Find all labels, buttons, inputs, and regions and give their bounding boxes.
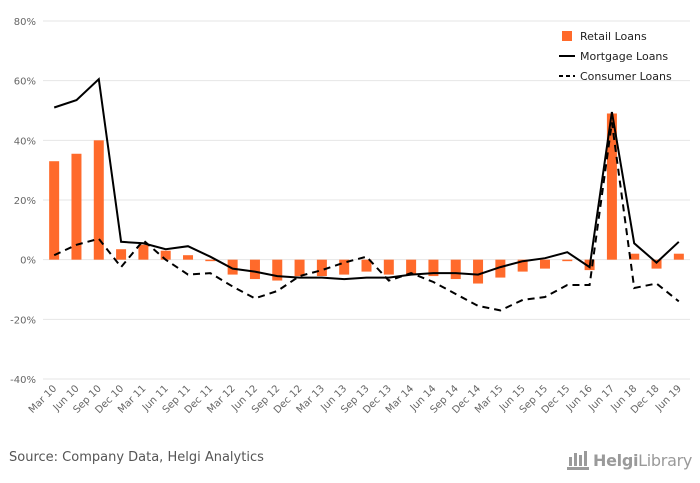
y-tick-label: -40% xyxy=(10,375,36,386)
retail-loans-bar xyxy=(49,161,60,260)
retail-loans-bar xyxy=(249,259,260,280)
y-tick-label: 20% xyxy=(14,196,36,207)
retail-loans-bar xyxy=(428,259,439,277)
bar-chart-hand-icon xyxy=(567,451,589,470)
source-note: Source: Company Data, Helgi Analytics xyxy=(9,450,264,465)
retail-loans-bar xyxy=(316,259,327,277)
retail-loans-bar xyxy=(606,113,617,260)
retail-loans-bar xyxy=(272,259,283,281)
x-tick-label: Mar 10 xyxy=(27,383,59,415)
retail-loans-bar xyxy=(673,253,684,260)
brand-name: HelgiLibrary xyxy=(593,451,692,470)
consumer-loans-line xyxy=(53,122,680,312)
legend: Retail Loans Mortgage Loans Consumer Loans xyxy=(559,30,672,83)
retail-loans-bar xyxy=(205,259,216,262)
legend-swatch-bar xyxy=(562,31,572,41)
y-axis-ticks: 80% 60% 40% 20% 0% -20% -40% xyxy=(10,17,36,386)
retail-loans-bar xyxy=(539,259,550,269)
retail-loans-bar xyxy=(294,259,305,277)
retail-loans-bar xyxy=(227,259,238,275)
series-lines xyxy=(53,77,680,312)
retail-loans-bar xyxy=(629,253,640,260)
retail-loans-bar xyxy=(160,250,171,260)
retail-loans-bar xyxy=(361,259,372,272)
retail-loans-bar xyxy=(450,259,461,280)
y-tick-label: -20% xyxy=(10,315,36,326)
retail-loans-bar xyxy=(517,259,528,272)
retail-loans-bar xyxy=(651,259,662,269)
y-tick-label: 40% xyxy=(14,136,36,147)
brand-logo: HelgiLibrary xyxy=(566,448,692,472)
retail-loans-bar xyxy=(383,259,394,275)
retail-loans-bar xyxy=(116,249,127,260)
retail-loans-bar xyxy=(562,259,573,262)
mortgage-loans-line xyxy=(53,77,680,281)
retail-loans-bar xyxy=(339,259,350,275)
retail-loans-bar xyxy=(138,244,149,260)
y-tick-label: 80% xyxy=(14,17,36,28)
retail-loans-bar xyxy=(473,259,484,284)
retail-loans-bar xyxy=(183,255,194,260)
brand-name-bold: Helgi xyxy=(593,450,639,470)
legend-label: Mortgage Loans xyxy=(580,50,668,63)
retail-loans-bar xyxy=(93,140,104,260)
y-tick-label: 60% xyxy=(14,77,36,88)
retail-loans-bar xyxy=(406,259,417,275)
retail-loans-bars xyxy=(49,113,684,284)
y-tick-label: 0% xyxy=(20,256,36,267)
retail-loans-bar xyxy=(495,259,506,278)
retail-loans-bar xyxy=(71,153,82,260)
legend-label: Retail Loans xyxy=(580,30,647,43)
legend-label: Consumer Loans xyxy=(580,70,672,83)
brand-name-regular: Library xyxy=(638,450,693,470)
